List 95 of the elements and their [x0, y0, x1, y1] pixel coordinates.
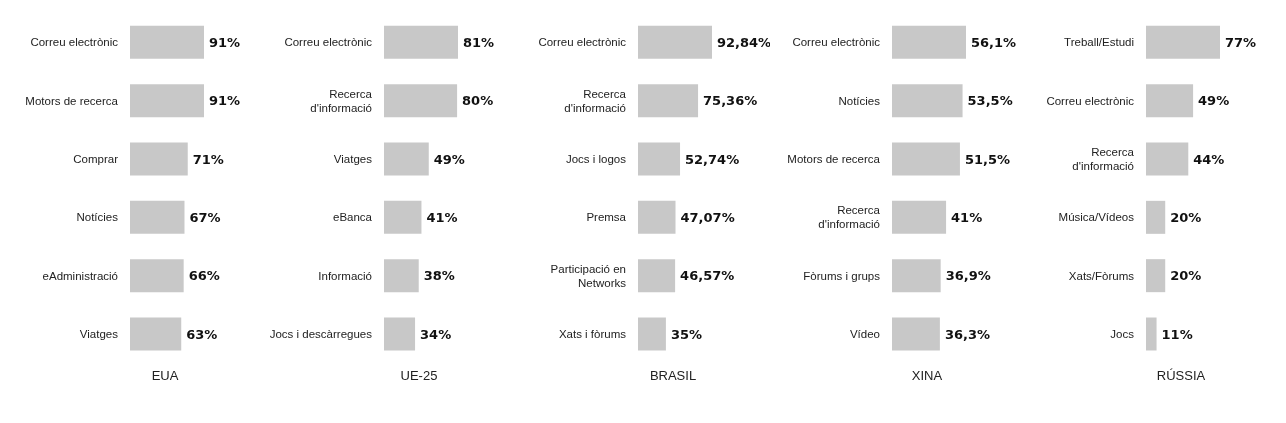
x-axis-title: BRASIL [648, 368, 698, 383]
y-tick-label: Recerca d'informació [310, 87, 373, 114]
y-tick-label: Jocs [1110, 327, 1135, 340]
y-tick-label: Correu electrònic [538, 36, 627, 49]
bar [384, 200, 422, 234]
y-tick-label: eAdministració [42, 269, 118, 282]
y-tick-label: Comprar [73, 152, 119, 165]
bar [1146, 200, 1166, 234]
data-label: 38% [423, 268, 455, 284]
x-axis-title: XINA [910, 368, 944, 383]
y-tick-label: Notícies [838, 94, 881, 107]
bar [384, 142, 429, 176]
data-label: 49% [1198, 93, 1230, 109]
bar [1146, 317, 1157, 351]
data-label: 20% [1170, 209, 1202, 225]
data-label: 71% [192, 151, 224, 167]
data-label: 11% [1161, 326, 1193, 342]
bar [130, 142, 188, 176]
bar [892, 200, 947, 234]
y-tick-label: Notícies [76, 211, 119, 224]
bar [384, 84, 458, 118]
bar [384, 25, 458, 59]
y-tick-label: Motors de recerca [25, 94, 119, 107]
y-tick-label: Treball/Estudi [1064, 36, 1134, 49]
data-label: 44% [1193, 151, 1225, 167]
y-tick-label: Viatges [333, 152, 373, 165]
y-tick-label: eBanca [332, 211, 373, 224]
y-tick-label: Participació en Networks [550, 262, 627, 289]
bar [638, 142, 681, 176]
y-tick-label: Música/Vídeos [1058, 211, 1135, 224]
data-label: 51,5% [964, 151, 1011, 167]
y-tick-label: Xats i fòrums [558, 327, 627, 340]
data-label: 80% [462, 93, 494, 109]
y-tick-label: Correu electrònic [284, 36, 373, 49]
data-label: 67% [189, 209, 221, 225]
data-label: 34% [420, 326, 452, 342]
data-label: 36,3% [944, 326, 990, 342]
bar [130, 84, 204, 118]
data-label: 91% [209, 93, 241, 109]
y-tick-label: Jocs i descàrregues [269, 327, 373, 340]
bar [130, 200, 185, 234]
bar [1146, 25, 1220, 59]
data-label: 75,36% [703, 93, 758, 109]
bar [130, 25, 204, 59]
bar [1146, 84, 1194, 118]
x-axis-title: RÚSSIA [1155, 368, 1207, 383]
y-tick-label: Correu electrònic [1046, 94, 1135, 107]
bar [130, 259, 184, 293]
bar [1146, 259, 1166, 293]
x-axis-title: UE-25 [399, 368, 439, 383]
data-label: 46,57% [680, 268, 735, 284]
data-label: 91% [209, 34, 241, 50]
data-label: 41% [951, 209, 983, 225]
bar [638, 84, 699, 118]
data-label: 77% [1225, 34, 1257, 50]
y-tick-label: Xats/Fòrums [1068, 269, 1135, 282]
bar [892, 25, 966, 59]
bar [892, 84, 963, 118]
data-label: 36,9% [945, 268, 991, 284]
y-tick-label: Recerca d'informació [564, 87, 627, 114]
bar [892, 259, 941, 293]
bar [384, 317, 416, 351]
bar [892, 317, 940, 351]
data-label: 56,1% [971, 34, 1017, 50]
y-tick-label: Jocs i logos [565, 152, 627, 165]
data-label: 47,07% [680, 209, 735, 225]
y-tick-label: Premsa [586, 211, 627, 224]
bar [638, 259, 676, 293]
y-tick-label: Recerca d'informació [1072, 145, 1135, 172]
data-label: 66% [188, 268, 220, 284]
data-label: 63% [186, 326, 218, 342]
data-label: 81% [463, 34, 495, 50]
bar [384, 259, 419, 293]
bar [1146, 142, 1189, 176]
y-tick-label: Correu electrònic [792, 36, 881, 49]
y-tick-label: Recerca d'informació [818, 204, 881, 231]
y-tick-label: Informació [318, 269, 372, 282]
data-label: 52,74% [685, 151, 740, 167]
bar [638, 25, 712, 59]
y-tick-label: Vídeo [849, 327, 880, 340]
y-tick-label: Motors de recerca [787, 152, 881, 165]
data-label: 20% [1170, 268, 1202, 284]
bar [638, 200, 676, 234]
bar [892, 142, 960, 176]
data-label: 49% [433, 151, 465, 167]
bar [638, 317, 666, 351]
data-label: 92,84% [717, 34, 772, 50]
y-tick-label: Viatges [79, 327, 119, 340]
y-tick-label: Correu electrònic [30, 36, 119, 49]
bar [130, 317, 182, 351]
data-label: 53,5% [967, 93, 1013, 109]
y-tick-label: Fòrums i grups [803, 269, 881, 282]
x-axis-title: EUA [150, 368, 180, 383]
data-label: 35% [670, 326, 703, 342]
data-label: 41% [426, 209, 458, 225]
